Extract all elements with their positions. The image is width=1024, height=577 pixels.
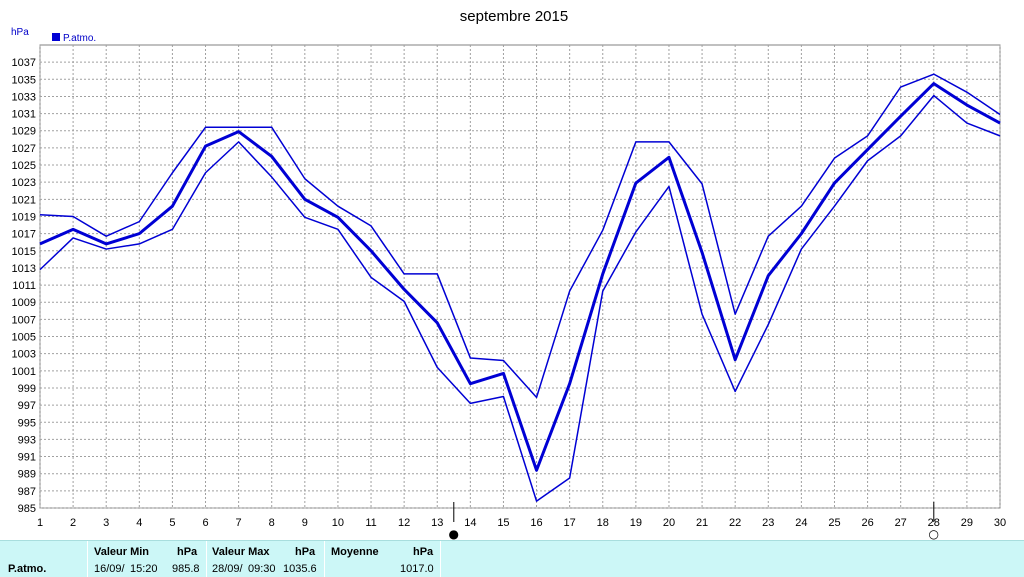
x-tick-label: 4 [136,517,142,529]
y-axis-ticks: 985 987 989 991 993 995 997 999 1001 1003 1005 1007… [12,57,36,515]
x-tick-label: 19 [630,517,642,529]
x-tick-label: 7 [236,517,242,529]
x-tick-label: 26 [861,517,873,529]
mean-header: Moyenne [331,546,379,558]
y-tick-label: 1037 [12,57,36,69]
y-axis-unit: hPa [11,27,29,38]
max-unit: hPa [295,546,316,558]
y-tick-label: 1029 [12,126,36,138]
y-tick-label: 1011 [12,280,36,292]
legend-swatch [52,33,60,41]
min-date: 16/09/ [94,563,125,575]
y-tick-label: 1015 [12,246,36,258]
mean-unit: hPa [413,546,434,558]
y-tick-label: 1013 [12,263,36,275]
max-date: 28/09/ [212,563,243,575]
row-label: P.atmo. [8,563,47,575]
x-tick-label: 12 [398,517,410,529]
y-tick-label: 985 [18,503,36,515]
full-moon-icon: ○ [929,527,939,540]
y-tick-label: 1033 [12,91,36,103]
x-tick-label: 17 [564,517,576,529]
mean-value: 1017.0 [400,563,434,575]
series-line-min [39,94,1001,502]
x-tick-label: 3 [103,517,109,529]
y-tick-label: 1001 [12,366,36,378]
x-tick-label: 8 [269,517,275,529]
x-tick-label: 10 [332,517,344,529]
series-line-max [39,73,1001,399]
legend-label: P.atmo. [63,33,96,44]
min-header: Valeur Min [94,546,150,558]
x-tick-label: 9 [302,517,308,529]
y-tick-label: 1021 [12,194,36,206]
series-lines [39,73,1001,502]
x-tick-label: 18 [597,517,609,529]
x-tick-label: 27 [895,517,907,529]
x-tick-label: 22 [729,517,741,529]
x-tick-label: 30 [994,517,1006,529]
y-tick-label: 1035 [12,74,36,86]
y-tick-label: 987 [18,486,36,498]
y-tick-label: 1023 [12,177,36,189]
x-tick-label: 11 [365,517,376,529]
chart-title: septembre 2015 [460,8,568,25]
x-tick-label: 25 [828,517,840,529]
x-tick-label: 13 [431,517,443,529]
x-tick-label: 16 [530,517,542,529]
y-tick-label: 999 [18,383,36,395]
x-tick-label: 23 [762,517,774,529]
y-tick-label: 1007 [12,314,36,326]
x-tick-label: 1 [37,517,43,529]
x-axis-ticks: 1 2 3 4 5 6 7 8 9 10 11 12 13 14 15 16 17 18 19 20 21 22 23 24 2… [37,517,1006,529]
min-value: 985.8 [172,563,200,575]
new-moon-icon: ● [449,527,459,540]
day-markers: ● ○ [449,502,939,540]
y-tick-label: 1031 [12,109,36,121]
y-tick-label: 1017 [12,229,36,241]
x-tick-label: 21 [696,517,708,529]
series-line-mean [39,82,1001,472]
x-tick-label: 20 [663,517,675,529]
x-tick-label: 24 [795,517,807,529]
summary-bar: Valeur Min hPa Valeur Max hPa Moyenne hP… [0,540,1024,577]
max-value: 1035.6 [283,563,317,575]
y-tick-label: 995 [18,417,36,429]
pressure-chart: septembre 2015 hPa P.atmo. 9859879899919… [11,8,1006,540]
grid [39,44,1001,509]
y-tick-label: 1003 [12,349,36,361]
plot-frame [39,44,1001,509]
max-time: 09:30 [248,563,276,575]
y-tick-label: 991 [18,452,36,464]
max-header: Valeur Max [212,546,270,558]
x-tick-label: 29 [961,517,973,529]
y-tick-label: 1005 [12,332,36,344]
y-tick-label: 997 [18,400,36,412]
y-tick-label: 1027 [12,143,36,155]
x-tick-label: 15 [497,517,509,529]
x-tick-label: 2 [70,517,76,529]
x-tick-label: 14 [464,517,476,529]
min-time: 15:20 [130,563,158,575]
x-tick-label: 5 [169,517,175,529]
y-tick-label: 993 [18,434,36,446]
y-tick-label: 1009 [12,297,36,309]
x-tick-label: 6 [202,517,208,529]
y-tick-label: 989 [18,469,36,481]
min-unit: hPa [177,546,198,558]
y-tick-label: 1019 [12,211,36,223]
x-tick-label: 28 [928,517,940,529]
y-tick-label: 1025 [12,160,36,172]
